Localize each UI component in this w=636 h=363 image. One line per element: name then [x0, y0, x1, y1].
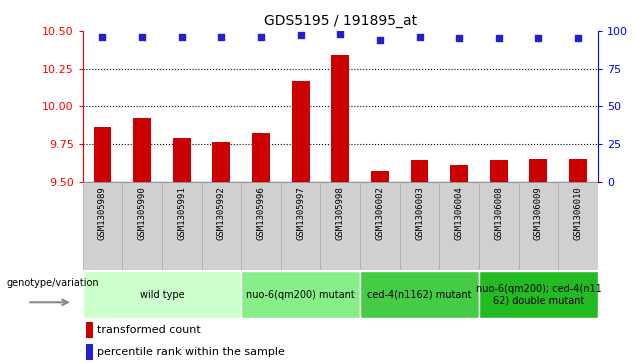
Point [97, 34, 107, 40]
Point [454, 36, 464, 41]
Bar [252, 133, 270, 182]
Bar [360, 182, 399, 270]
Bar [86, 344, 93, 359]
Bar [292, 81, 310, 182]
Text: percentile rank within the sample: percentile rank within the sample [97, 347, 284, 357]
Text: nuo-6(qm200) mutant: nuo-6(qm200) mutant [246, 290, 355, 300]
Point [296, 32, 306, 38]
Bar [360, 272, 479, 318]
Text: GSM1306008: GSM1306008 [494, 186, 503, 240]
Text: GSM1305990: GSM1305990 [137, 186, 147, 240]
Bar [86, 322, 93, 338]
Bar [212, 142, 230, 182]
Text: GSM1305992: GSM1305992 [217, 186, 226, 240]
Text: GSM1306009: GSM1306009 [534, 186, 543, 240]
Bar [479, 182, 518, 270]
Bar [399, 182, 439, 270]
Text: GSM1305998: GSM1305998 [336, 186, 345, 240]
Bar [518, 182, 558, 270]
Text: GSM1306010: GSM1306010 [574, 186, 583, 240]
Bar [558, 182, 598, 270]
Text: GSM1305996: GSM1305996 [256, 186, 265, 240]
Bar [241, 182, 281, 270]
Text: ced-4(n1162) mutant: ced-4(n1162) mutant [367, 290, 472, 300]
Text: GSM1305997: GSM1305997 [296, 186, 305, 240]
Bar [281, 182, 321, 270]
Bar [569, 159, 587, 182]
Bar [331, 55, 349, 182]
Point [415, 34, 425, 40]
Bar [411, 160, 429, 182]
Bar [202, 182, 241, 270]
Point [216, 34, 226, 40]
Text: GSM1306003: GSM1306003 [415, 186, 424, 240]
Bar [371, 171, 389, 182]
Point [573, 36, 583, 41]
Text: GSM1305991: GSM1305991 [177, 186, 186, 240]
Bar [83, 182, 122, 270]
Bar [490, 160, 508, 182]
Point [534, 36, 544, 41]
Text: nuo-6(qm200); ced-4(n11
62) double mutant: nuo-6(qm200); ced-4(n11 62) double mutan… [476, 284, 601, 306]
Bar [83, 272, 241, 318]
Text: GSM1306002: GSM1306002 [375, 186, 384, 240]
Bar [133, 118, 151, 182]
Point [137, 34, 147, 40]
Bar [93, 127, 111, 182]
Bar [479, 272, 598, 318]
Bar [439, 182, 479, 270]
Bar [241, 272, 360, 318]
Point [375, 37, 385, 43]
Point [256, 34, 266, 40]
Text: GSM1306004: GSM1306004 [455, 186, 464, 240]
Text: transformed count: transformed count [97, 325, 200, 335]
Text: genotype/variation: genotype/variation [6, 278, 99, 288]
Bar [122, 182, 162, 270]
Point [494, 36, 504, 41]
Bar [162, 182, 202, 270]
Title: GDS5195 / 191895_at: GDS5195 / 191895_at [264, 15, 417, 28]
Bar [321, 182, 360, 270]
Bar [173, 138, 191, 182]
Point [335, 31, 345, 37]
Bar [450, 165, 468, 182]
Bar [530, 159, 548, 182]
Text: GSM1305989: GSM1305989 [98, 186, 107, 240]
Point [177, 34, 187, 40]
Text: wild type: wild type [140, 290, 184, 300]
